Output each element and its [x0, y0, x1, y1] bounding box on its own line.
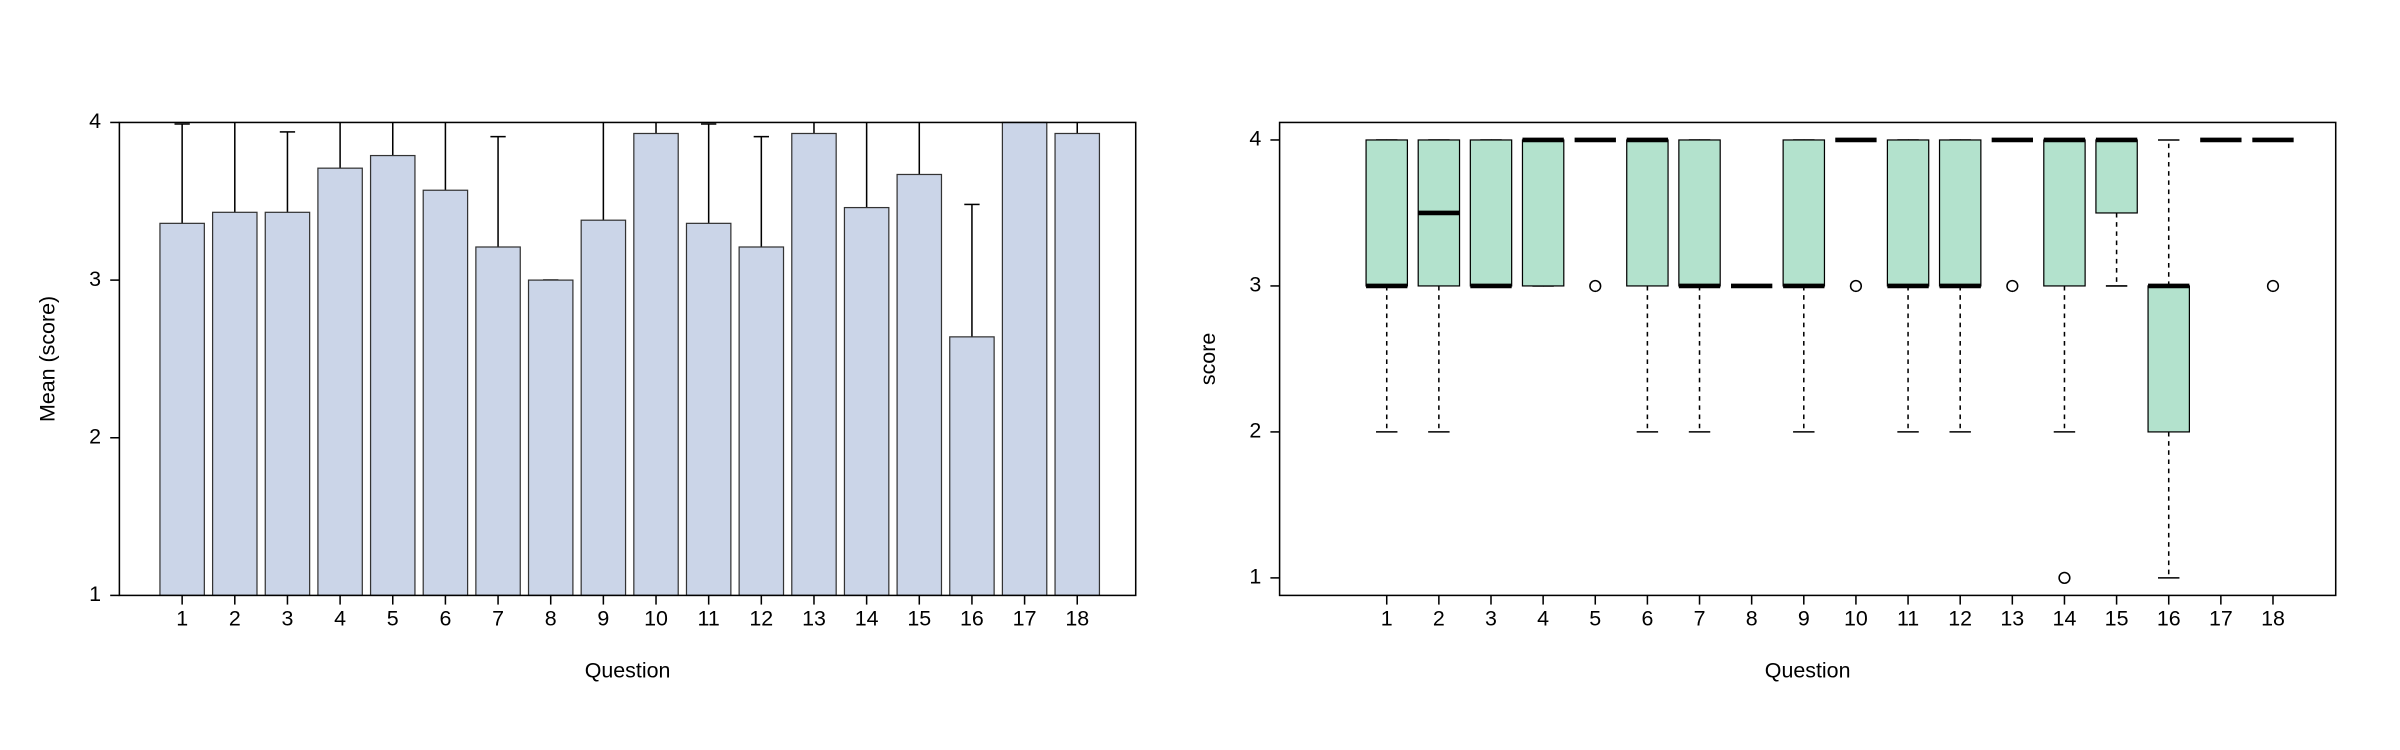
bar: [475, 246, 521, 597]
outlier: [1589, 279, 1602, 293]
box: [1782, 139, 1826, 287]
y-tick-label: 1: [1249, 565, 1261, 589]
outlier: [1849, 279, 1863, 293]
bar: [1054, 132, 1101, 597]
outlier: [2006, 279, 2019, 293]
y-tick-label: 2: [1249, 419, 1261, 443]
x-tick-label: 2: [1433, 607, 1445, 631]
x-tick-label: 16: [2157, 607, 2181, 631]
box: [1365, 139, 1409, 287]
x-tick-label: 15: [907, 607, 931, 631]
x-axis-label: Question: [1765, 659, 1851, 683]
bar: [527, 279, 574, 597]
box: [2043, 139, 2086, 287]
box: [1521, 139, 1565, 287]
x-tick-label: 4: [334, 607, 346, 631]
box: [1938, 139, 1982, 287]
x-tick-label: 18: [2261, 607, 2285, 631]
bar: [264, 211, 311, 597]
x-tick-label: 18: [1065, 607, 1089, 631]
x-tick-label: 9: [1798, 607, 1810, 631]
y-axis-label: Mean (score): [36, 296, 60, 422]
x-tick-label: 3: [1485, 607, 1497, 631]
y-tick-label: 2: [89, 424, 101, 448]
x-tick-label: 6: [1641, 607, 1653, 631]
x-tick-label: 1: [1381, 607, 1393, 631]
x-tick-label: 17: [2209, 607, 2233, 631]
y-axis-label: score: [1196, 333, 1220, 385]
box: [1469, 139, 1513, 287]
x-tick-label: 16: [960, 607, 984, 631]
bar: [159, 222, 205, 597]
x-tick-label: 3: [281, 607, 293, 631]
bar: [896, 173, 943, 597]
bar: [422, 189, 469, 597]
y-tick-label: 3: [89, 267, 101, 291]
y-tick-label: 4: [1249, 127, 1261, 151]
x-tick-label: 2: [229, 607, 241, 631]
x-tick-label: 9: [597, 607, 609, 631]
x-tick-label: 14: [2053, 607, 2077, 631]
box: [1886, 139, 1930, 287]
bar: [949, 336, 995, 597]
x-tick-label: 10: [1844, 607, 1868, 631]
plot-frame: [118, 121, 1137, 597]
outlier: [2266, 279, 2280, 293]
bar: [369, 154, 416, 597]
x-tick-label: 14: [855, 607, 879, 631]
x-tick-label: 11: [1897, 607, 1919, 631]
bar: [633, 132, 679, 597]
y-tick-label: 3: [1249, 273, 1261, 297]
bar: [580, 219, 627, 597]
bar: [317, 167, 363, 597]
x-tick-label: 1: [176, 607, 188, 631]
x-tick-label: 10: [644, 607, 668, 631]
y-tick-label: 4: [89, 109, 101, 133]
box: [2147, 285, 2191, 433]
y-tick-label: 1: [89, 582, 101, 606]
box: [1678, 139, 1721, 287]
error-bars: [174, 122, 1085, 471]
plot-frame: [1278, 121, 2337, 597]
x-tick-label: 15: [2105, 607, 2129, 631]
x-tick-label: 13: [802, 607, 826, 631]
outlier: [2058, 571, 2071, 585]
x-tick-label: 8: [1746, 607, 1758, 631]
bar: [791, 132, 837, 597]
bar: [843, 206, 890, 597]
x-tick-label: 5: [1589, 607, 1601, 631]
x-tick-label: 7: [1694, 607, 1706, 631]
x-tick-label: 13: [2000, 607, 2024, 631]
x-tick-label: 17: [1013, 607, 1037, 631]
x-tick-label: 5: [387, 607, 399, 631]
x-tick-label: 8: [545, 607, 557, 631]
bar: [685, 222, 732, 597]
x-tick-label: 4: [1537, 607, 1549, 631]
box: [2095, 139, 2138, 214]
x-tick-label: 11: [698, 607, 720, 631]
bar: [211, 211, 258, 597]
x-axis-label: Question: [585, 659, 671, 683]
x-tick-label: 7: [492, 607, 504, 631]
x-tick-label: 12: [1948, 607, 1972, 631]
x-tick-label: 12: [749, 607, 773, 631]
x-tick-label: 6: [439, 607, 451, 631]
bar: [1001, 121, 1048, 597]
bar: [738, 246, 785, 597]
box: [1626, 139, 1669, 287]
